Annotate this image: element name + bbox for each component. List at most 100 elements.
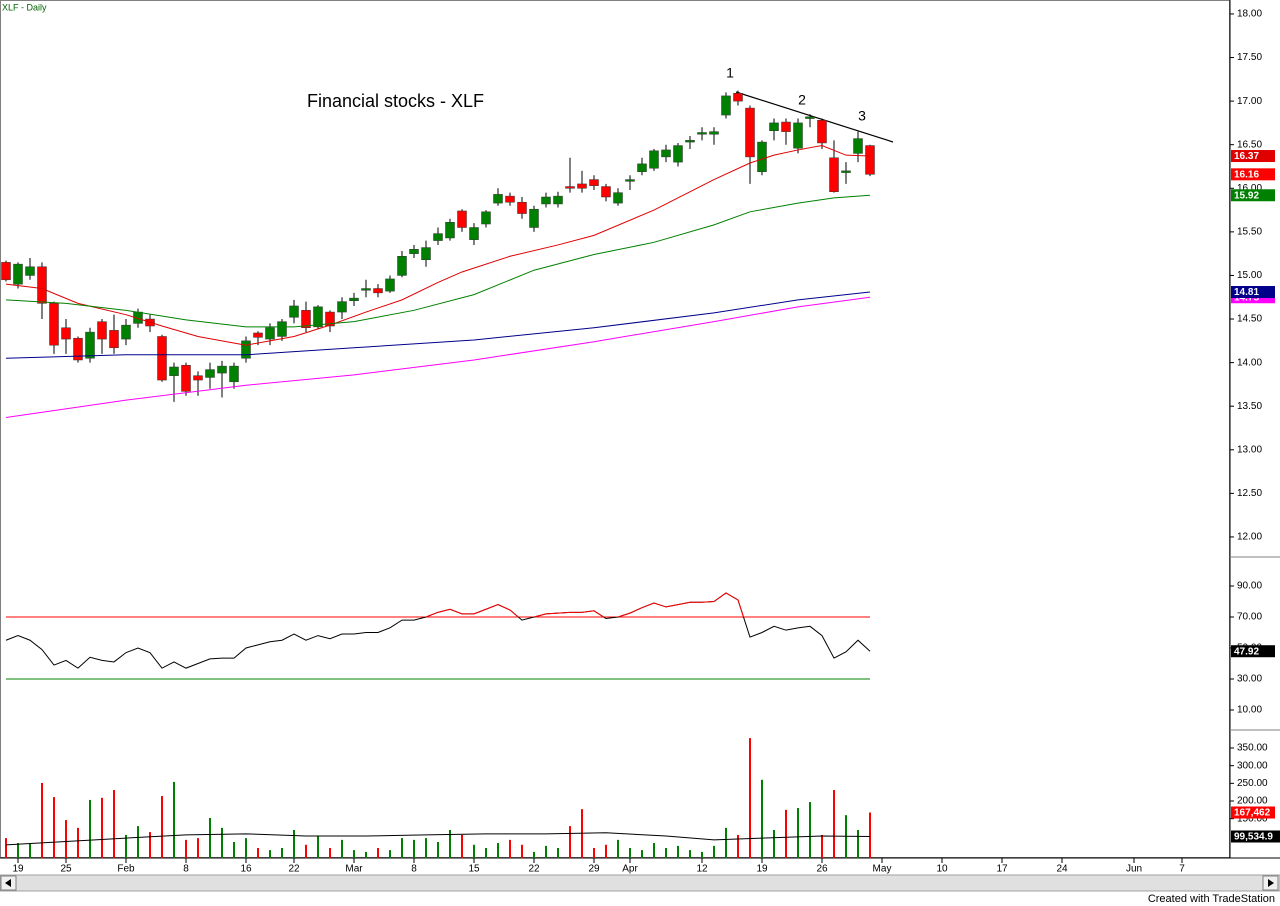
value-box — [1231, 189, 1275, 202]
candle-body — [517, 201, 527, 214]
volume-bar — [701, 851, 703, 858]
scrollbar[interactable] — [0, 874, 1280, 892]
candle-body — [277, 321, 287, 337]
y-tick-label: 90.00 — [1237, 581, 1262, 592]
value-box — [1231, 150, 1275, 163]
candle-body — [805, 116, 815, 119]
candle-body — [721, 95, 731, 116]
volume-bar — [89, 799, 91, 858]
candle-body — [205, 369, 215, 378]
candle-body — [709, 131, 719, 135]
candle-body — [481, 211, 491, 225]
volume-bar — [101, 797, 103, 858]
candle-body — [61, 327, 71, 340]
candle-body — [181, 364, 191, 392]
x-tick-label: 22 — [528, 864, 540, 875]
candle-body — [433, 233, 443, 241]
candle-body — [649, 150, 659, 169]
value-box — [1231, 286, 1275, 299]
candle-body — [589, 179, 599, 186]
candle-body — [373, 288, 383, 294]
x-tick-label: 8 — [183, 864, 189, 875]
volume-bar — [869, 812, 871, 858]
candle-body — [37, 266, 47, 304]
volume-bar — [185, 839, 187, 858]
candle-body — [457, 210, 467, 228]
candle-body — [865, 145, 875, 175]
volume-bar — [833, 790, 835, 858]
arrow-left — [5, 879, 11, 887]
candle-body — [157, 336, 167, 381]
x-tick-label: 22 — [288, 864, 300, 875]
volume-bar — [257, 847, 259, 858]
volume-bar — [461, 834, 463, 858]
volume-bar — [809, 802, 811, 858]
y-tick-label: 15.00 — [1237, 270, 1262, 281]
candle-body — [85, 331, 95, 359]
candle-body — [421, 247, 431, 261]
y-tick-label: 16.00 — [1237, 183, 1262, 194]
value-box — [1231, 806, 1275, 819]
volume-bar — [149, 832, 151, 858]
volume-bar — [449, 829, 451, 858]
volume-bar — [737, 834, 739, 858]
candle-body — [385, 278, 395, 292]
volume-bar — [329, 847, 331, 858]
candle-body — [97, 321, 107, 340]
volume-bar — [65, 820, 67, 858]
volume-bar — [605, 844, 607, 858]
y-tick-label: 12.00 — [1237, 532, 1262, 543]
x-tick-label: 24 — [1056, 864, 1068, 875]
volume-bar — [821, 834, 823, 858]
volume-bar — [473, 844, 475, 858]
y-tick-label: 17.00 — [1237, 96, 1262, 107]
candle-body — [49, 303, 59, 346]
volume-bar — [569, 826, 571, 858]
value-box — [1231, 830, 1280, 843]
candle-body — [781, 121, 791, 132]
candle-body — [313, 306, 323, 328]
x-tick-label: Mar — [345, 864, 363, 875]
scroll-track[interactable] — [0, 874, 1280, 892]
candle-body — [217, 365, 227, 374]
volume-bar — [173, 781, 175, 858]
candle-body — [505, 195, 515, 203]
candle-body — [193, 375, 203, 381]
volume-bar — [797, 808, 799, 858]
value-box-label: 16.37 — [1234, 151, 1259, 162]
x-tick-label: 10 — [936, 864, 948, 875]
volume-bar — [317, 835, 319, 858]
candle-body — [697, 132, 707, 135]
x-tick-label: 15 — [468, 864, 480, 875]
volume-bar — [773, 829, 775, 858]
annotation: 3 — [858, 108, 866, 124]
volume-bar — [77, 827, 79, 858]
candle-body — [265, 327, 275, 340]
x-tick-label: 25 — [60, 864, 72, 875]
x-tick-label: 29 — [588, 864, 600, 875]
volume-bar — [857, 829, 859, 858]
y-tick-label: 14.50 — [1237, 314, 1262, 325]
volume-bar — [353, 850, 355, 858]
candle-body — [529, 208, 539, 228]
x-tick-label: 16 — [240, 864, 252, 875]
value-box-label: 16.16 — [1234, 169, 1259, 180]
candle-body — [493, 194, 503, 204]
x-tick-label: 26 — [816, 864, 828, 875]
candle-body — [229, 365, 239, 383]
volume-bar — [713, 845, 715, 858]
candle-body — [241, 340, 251, 359]
value-box — [1231, 168, 1275, 181]
candle-body — [13, 263, 23, 285]
candle-body — [301, 310, 311, 328]
value-box-label: 47.92 — [1234, 646, 1259, 657]
volume-bar — [389, 850, 391, 858]
candle-body — [841, 170, 851, 173]
candle-body — [685, 140, 695, 143]
rsi-line-overbought — [424, 592, 745, 617]
candle-body — [289, 305, 299, 318]
volume-bar — [401, 838, 403, 858]
candle-body — [25, 266, 35, 276]
volume-bar — [641, 850, 643, 858]
